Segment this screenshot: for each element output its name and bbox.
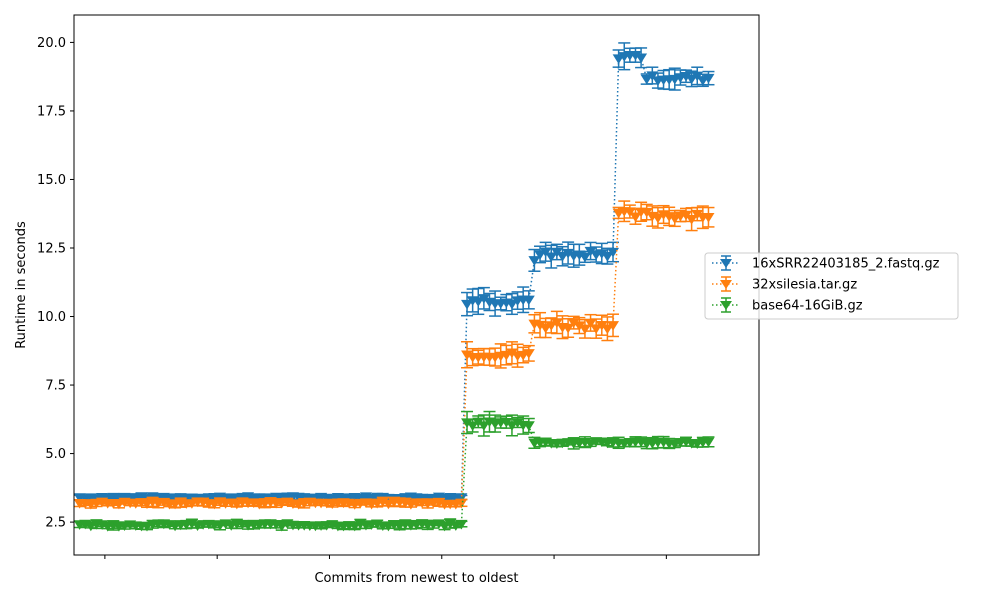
data-point <box>505 348 518 359</box>
legend: 16xSRR22403185_2.fastq.gz 32xsilesia.tar.… <box>704 252 959 320</box>
data-point <box>584 318 597 329</box>
legend-frame <box>704 252 959 320</box>
data-point <box>702 437 715 448</box>
data-point <box>455 519 468 530</box>
data-point <box>522 421 535 431</box>
y-tick-label: 10.0 <box>37 310 66 325</box>
data-point <box>472 417 485 428</box>
data-point <box>466 421 479 432</box>
data-point <box>702 73 715 84</box>
y-tick-label: 20.0 <box>37 36 66 51</box>
data-point <box>685 214 698 225</box>
data-point <box>562 248 575 259</box>
legend-label: 16xSRR22403185_2.fastq.gz <box>752 257 940 272</box>
legend-entry: base64-16GiB.gz <box>712 297 863 314</box>
data-point <box>601 324 614 335</box>
x-axis-label: Commits from newest to oldest <box>314 571 518 586</box>
data-point <box>640 74 653 85</box>
plot-area-frame <box>73 14 760 556</box>
data-point <box>567 318 580 329</box>
data-point <box>522 349 535 359</box>
legend-entry: 16xSRR22403185_2.fastq.gz <box>712 255 940 272</box>
data-point <box>528 256 541 266</box>
data-point <box>640 207 653 218</box>
data-point <box>573 321 586 331</box>
data-point <box>629 50 642 61</box>
data-point <box>461 350 474 361</box>
data-point <box>511 418 524 428</box>
y-tick-label: 12.5 <box>37 241 66 256</box>
data-point <box>534 320 547 331</box>
series-0 <box>73 42 715 504</box>
data-point <box>539 247 552 258</box>
legend-label: base64-16GiB.gz <box>752 299 863 314</box>
data-point <box>635 53 648 64</box>
data-point <box>584 246 597 257</box>
series-layer <box>73 42 715 532</box>
data-point <box>651 213 664 224</box>
x-axis <box>104 555 667 559</box>
data-point <box>461 418 474 428</box>
y-tick-label: 7.5 <box>45 379 66 394</box>
data-point <box>702 213 715 223</box>
series-1 <box>73 200 715 510</box>
legend-marker <box>720 280 732 289</box>
y-tick-label: 17.5 <box>37 104 66 119</box>
data-point <box>455 498 468 509</box>
series-line <box>79 54 709 500</box>
data-point <box>680 72 693 82</box>
data-point <box>607 247 620 258</box>
data-point <box>472 297 485 307</box>
data-point <box>578 324 591 335</box>
data-point <box>455 493 468 503</box>
y-axis-label: Runtime in seconds <box>14 221 29 349</box>
legend-entry: 32xsilesia.tar.gz <box>712 276 857 293</box>
data-point <box>505 299 518 310</box>
data-point <box>595 321 608 331</box>
data-point <box>556 252 569 262</box>
data-point <box>545 252 558 263</box>
y-tick-label: 5.0 <box>45 447 66 462</box>
data-point <box>461 299 474 310</box>
legend-marker <box>720 259 732 268</box>
data-point <box>595 249 608 259</box>
data-point <box>500 417 513 428</box>
y-axis: 2.5 5.0 7.5 10.0 12.5 15.0 17.5 20.0 <box>37 36 74 531</box>
data-point <box>477 294 490 304</box>
data-point <box>477 421 490 431</box>
series-2 <box>73 410 715 532</box>
y-tick-label: 15.0 <box>37 173 66 188</box>
legend-label: 32xsilesia.tar.gz <box>752 278 857 293</box>
data-point <box>691 209 704 220</box>
legend-marker <box>720 301 732 310</box>
data-point <box>607 321 620 331</box>
data-point <box>590 324 603 335</box>
y-tick-label: 2.5 <box>45 516 66 531</box>
data-point <box>629 212 642 223</box>
data-point <box>522 295 535 306</box>
data-point <box>578 252 591 263</box>
data-point <box>601 251 614 262</box>
